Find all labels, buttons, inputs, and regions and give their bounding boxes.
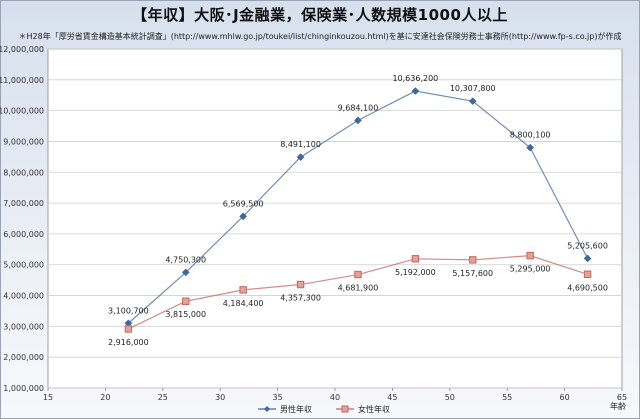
legend-marker-male xyxy=(264,406,270,412)
y-tick-label: 11,000,000 xyxy=(0,76,44,85)
x-tick-label: 30 xyxy=(215,393,225,402)
data-point-male xyxy=(181,268,190,277)
data-label-female: 5,157,600 xyxy=(452,269,493,278)
data-label-female: 4,357,300 xyxy=(280,294,321,303)
plot-background xyxy=(47,48,623,389)
data-point-female xyxy=(583,270,592,278)
y-tick-label: 1,000,000 xyxy=(3,384,44,393)
legend-marker-female xyxy=(341,405,349,413)
x-tick-label: 45 xyxy=(387,393,397,402)
data-label-male: 8,491,100 xyxy=(280,140,321,149)
y-tick-label: 8,000,000 xyxy=(3,168,44,177)
data-label-male: 10,636,200 xyxy=(392,74,438,83)
data-point-male xyxy=(468,97,477,106)
chart-title: 【年収】大阪･J金融業，保険業･人数規模1000人以上 xyxy=(132,6,508,24)
data-point-male xyxy=(354,116,362,125)
x-axis-title: 年齢 xyxy=(610,401,626,411)
data-point-male xyxy=(296,153,305,161)
y-tick-label: 9,000,000 xyxy=(3,137,44,146)
y-tick-label: 3,000,000 xyxy=(3,322,44,331)
data-label-male: 10,307,800 xyxy=(450,84,496,93)
x-tick-label: 35 xyxy=(273,393,283,402)
x-tick-label: 25 xyxy=(158,393,168,402)
data-label-male: 6,569,500 xyxy=(223,199,264,208)
data-point-male xyxy=(239,212,248,221)
data-point-male xyxy=(583,254,592,263)
x-tick-label: 20 xyxy=(100,393,110,402)
y-tick-label: 10,000,000 xyxy=(0,107,44,116)
data-point-female xyxy=(411,255,420,263)
x-tick-label: 65 xyxy=(617,393,627,402)
data-point-female xyxy=(469,256,477,264)
legend-label-male: 男性年収 xyxy=(280,404,312,414)
x-tick-label: 55 xyxy=(502,393,512,402)
data-point-female xyxy=(182,297,190,305)
data-point-male xyxy=(411,87,420,95)
y-tick-label: 7,000,000 xyxy=(3,199,44,208)
data-label-female: 2,916,000 xyxy=(108,338,149,347)
x-tick-label: 40 xyxy=(330,393,340,402)
data-point-female xyxy=(296,280,305,289)
data-label-female: 4,681,900 xyxy=(338,284,379,293)
data-point-female xyxy=(354,270,362,279)
y-tick-label: 4,000,000 xyxy=(3,292,44,301)
chart-subtitle: ＊H28年「厚労省賃金構造基本統計調査」(http://www.mhlw.go.… xyxy=(18,32,622,41)
data-label-female: 4,184,400 xyxy=(223,299,264,308)
y-tick-label: 5,000,000 xyxy=(3,261,44,270)
y-tick-label: 2,000,000 xyxy=(3,353,44,362)
x-tick-label: 60 xyxy=(560,393,570,402)
x-tick-label: 15 xyxy=(43,393,53,402)
data-point-female xyxy=(526,251,534,260)
data-label-female: 3,815,000 xyxy=(165,310,206,319)
legend-label-female: 女性年収 xyxy=(358,404,390,414)
data-label-female: 5,295,000 xyxy=(510,265,551,274)
data-label-female: 4,690,500 xyxy=(567,283,608,292)
data-label-male: 9,684,100 xyxy=(338,103,379,112)
x-tick-label: 50 xyxy=(445,393,455,402)
data-label-male: 3,100,700 xyxy=(108,306,149,315)
data-point-female xyxy=(239,286,247,294)
y-tick-label: 12,000,000 xyxy=(0,45,44,54)
y-tick-label: 6,000,000 xyxy=(3,230,44,239)
data-point-female xyxy=(124,325,133,333)
data-point-male xyxy=(526,143,535,152)
data-label-female: 5,192,000 xyxy=(395,268,436,277)
data-label-male: 4,750,300 xyxy=(165,255,206,264)
data-label-male: 5,205,600 xyxy=(567,241,608,250)
data-label-male: 8,800,100 xyxy=(510,131,551,140)
